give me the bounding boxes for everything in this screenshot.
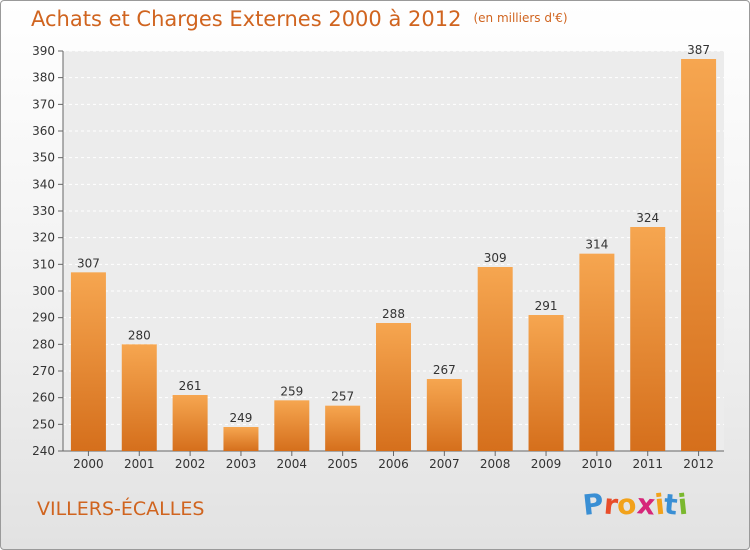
y-tick-label: 240: [32, 444, 55, 458]
bar-2001: [121, 344, 157, 451]
bar-2005: [325, 405, 361, 451]
y-tick-label: 270: [32, 364, 55, 378]
y-tick-label: 280: [32, 337, 55, 351]
x-tick-label-2011: 2011: [632, 457, 663, 471]
y-tick-label: 330: [32, 204, 55, 218]
bar-2011: [630, 227, 666, 451]
bar-2009: [528, 315, 564, 451]
x-tick-label-2008: 2008: [480, 457, 511, 471]
value-label-2008: 309: [484, 251, 507, 265]
bar-2008: [477, 267, 513, 451]
value-label-2007: 267: [433, 363, 456, 377]
x-tick-label-2012: 2012: [683, 457, 714, 471]
y-tick-label: 360: [32, 124, 55, 138]
x-tick-label-2006: 2006: [378, 457, 409, 471]
value-label-2001: 280: [128, 328, 151, 342]
y-tick-label: 370: [32, 97, 55, 111]
value-label-2011: 324: [636, 211, 659, 225]
value-label-2012: 387: [687, 43, 710, 57]
value-label-2002: 261: [179, 379, 202, 393]
bar-2010: [579, 253, 615, 451]
chart-title: Achats et Charges Externes 2000 à 2012 (e…: [31, 7, 568, 31]
y-tick-label: 390: [32, 44, 55, 58]
y-tick-label: 300: [32, 284, 55, 298]
x-tick-label-2007: 2007: [429, 457, 460, 471]
value-label-2006: 288: [382, 307, 405, 321]
proxiti-logo: Proxiti: [581, 487, 689, 522]
chart-title-text: Achats et Charges Externes 2000 à 2012: [31, 7, 462, 31]
y-tick-label: 380: [32, 71, 55, 85]
value-label-2000: 307: [77, 256, 100, 270]
value-label-2010: 314: [585, 238, 608, 252]
value-label-2004: 259: [280, 384, 303, 398]
x-tick-label-2010: 2010: [582, 457, 613, 471]
y-tick-label: 350: [32, 151, 55, 165]
x-tick-label-2003: 2003: [226, 457, 257, 471]
city-name: VILLERS-ÉCALLES: [37, 498, 205, 520]
chart-subtitle: (en milliers d'€): [473, 11, 568, 25]
bar-2000: [70, 272, 106, 451]
bar-2006: [376, 323, 411, 451]
x-tick-label-2004: 2004: [277, 457, 308, 471]
x-tick-label-2005: 2005: [327, 457, 358, 471]
logo-letter: i: [675, 487, 689, 522]
x-tick-label-2009: 2009: [531, 457, 562, 471]
y-tick-label: 310: [32, 257, 55, 271]
logo-letter: P: [581, 487, 606, 522]
bar-2002: [172, 395, 208, 451]
y-tick-label: 340: [32, 177, 55, 191]
x-tick-label-2002: 2002: [175, 457, 206, 471]
bar-2003: [223, 427, 259, 451]
x-tick-label-2001: 2001: [124, 457, 155, 471]
value-label-2009: 291: [535, 299, 558, 313]
bar-2007: [426, 379, 462, 451]
value-label-2005: 257: [331, 390, 354, 404]
bar-2012: [681, 59, 717, 451]
y-tick-label: 260: [32, 391, 55, 405]
y-tick-label: 290: [32, 311, 55, 325]
value-label-2003: 249: [230, 411, 253, 425]
bar-2004: [274, 400, 310, 451]
y-tick-label: 320: [32, 231, 55, 245]
x-tick-label-2000: 2000: [73, 457, 104, 471]
y-tick-label: 250: [32, 417, 55, 431]
